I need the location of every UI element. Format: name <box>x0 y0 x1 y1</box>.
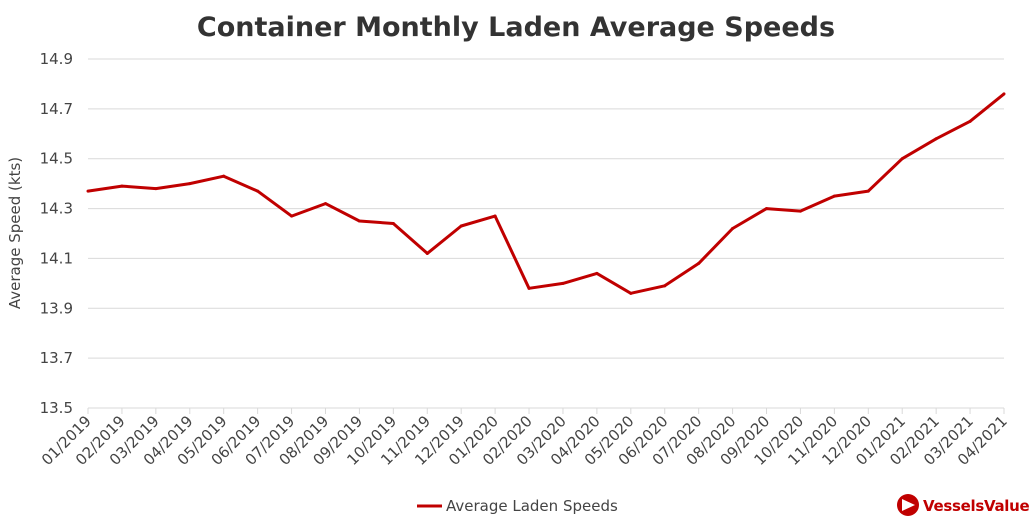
data-point <box>832 194 836 198</box>
data-point <box>323 202 327 206</box>
data-point <box>731 227 735 231</box>
data-point <box>493 214 497 218</box>
data-point <box>1002 92 1006 96</box>
data-point <box>697 261 701 265</box>
brand-name: VesselsValue <box>923 497 1029 515</box>
y-tick-label: 14.9 <box>40 50 73 68</box>
series-line <box>87 92 1005 295</box>
data-point <box>527 286 531 290</box>
data-point <box>629 291 633 295</box>
data-point <box>900 157 904 161</box>
x-axis-ticks: 01/201902/201903/201904/201905/201906/20… <box>38 408 1011 469</box>
y-tick-label: 14.5 <box>40 150 73 168</box>
legend-label: Average Laden Speeds <box>446 497 618 515</box>
data-point <box>357 219 361 223</box>
data-point <box>663 284 667 288</box>
data-point <box>595 271 599 275</box>
data-point <box>866 189 870 193</box>
brand-logo: VesselsValue <box>897 494 1030 516</box>
data-point <box>256 189 260 193</box>
series-layer <box>86 92 1006 295</box>
data-point <box>561 281 565 285</box>
data-point <box>290 214 294 218</box>
data-point <box>765 207 769 211</box>
y-tick-label: 13.9 <box>40 299 73 317</box>
vesselsvalue-logo-icon <box>897 494 919 516</box>
y-tick-label: 13.7 <box>40 349 73 367</box>
y-axis-label: Average Speed (kts) <box>6 157 24 309</box>
data-point <box>798 209 802 213</box>
data-point <box>188 182 192 186</box>
chart-title: Container Monthly Laden Average Speeds <box>197 12 835 43</box>
data-point <box>968 119 972 123</box>
data-point <box>391 222 395 226</box>
legend: Average Laden Speeds <box>417 497 618 515</box>
data-point <box>154 187 158 191</box>
gridlines <box>88 58 1004 409</box>
y-tick-label: 13.5 <box>40 399 73 417</box>
y-tick-label: 14.7 <box>40 100 73 118</box>
y-tick-label: 14.1 <box>40 249 73 267</box>
data-point <box>222 174 226 178</box>
data-point <box>934 137 938 141</box>
data-point <box>120 184 124 188</box>
data-point <box>425 251 429 255</box>
data-point <box>86 189 90 193</box>
y-tick-label: 14.3 <box>40 200 73 218</box>
y-axis-ticks: 13.5 13.7 13.9 14.1 14.3 14.5 14.7 14.9 <box>40 50 73 417</box>
data-point <box>459 224 463 228</box>
